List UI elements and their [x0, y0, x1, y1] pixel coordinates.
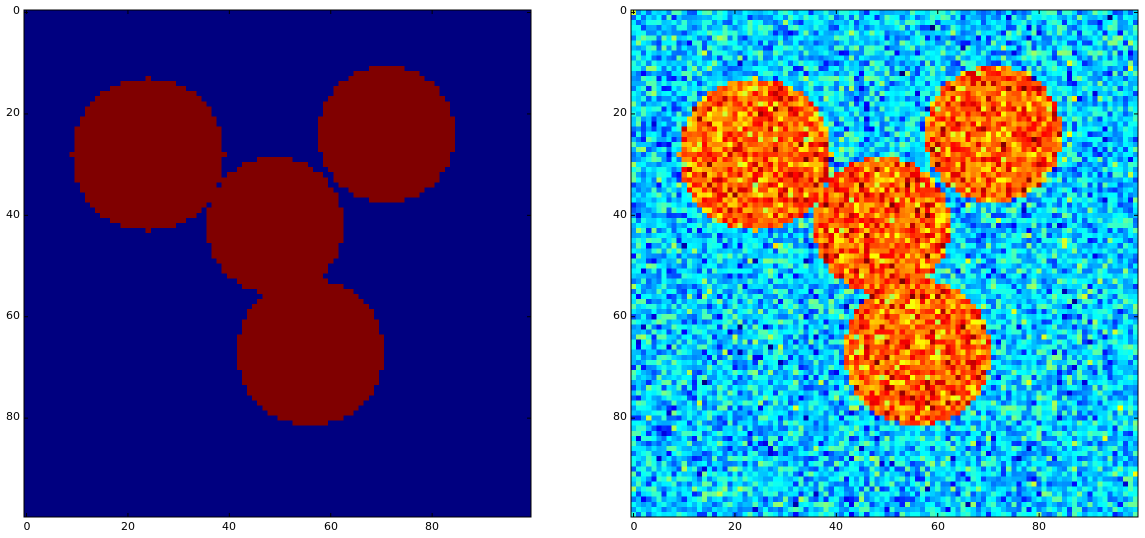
left-xtick-label-40: 40	[222, 520, 236, 533]
right-axes-frame	[630, 9, 1139, 518]
right-ytick-label-40: 40	[613, 208, 627, 221]
right-axes: 0 20 40 60 80 0 20 40 60 80	[613, 4, 1139, 533]
left-axes: 0 20 40 60 80 0 20 40 60 80	[6, 4, 532, 533]
mask-heatmap	[24, 10, 531, 517]
right-ytick-label-80: 80	[613, 410, 627, 423]
noisy-heatmap	[631, 10, 1138, 517]
right-ticks	[631, 10, 1138, 517]
left-ticks	[24, 10, 531, 517]
right-ytick-label-60: 60	[613, 309, 627, 322]
right-tick-labels: 0 20 40 60 80 0 20 40 60 80	[613, 4, 1046, 533]
right-ytick-label-20: 20	[613, 106, 627, 119]
left-ytick-label-80: 80	[6, 410, 20, 423]
right-xtick-label-80: 80	[1032, 520, 1046, 533]
left-xtick-label-20: 20	[121, 520, 135, 533]
left-ytick-label-40: 40	[6, 208, 20, 221]
left-ytick-label-60: 60	[6, 309, 20, 322]
noisy-image	[631, 10, 1138, 517]
left-xtick-label-80: 80	[425, 520, 439, 533]
left-axes-frame	[23, 9, 532, 518]
right-xtick-label-60: 60	[931, 520, 945, 533]
right-xtick-label-40: 40	[829, 520, 843, 533]
mask-image	[24, 10, 531, 517]
left-ytick-label-0: 0	[13, 4, 20, 17]
right-xtick-label-0: 0	[631, 520, 638, 533]
right-ytick-label-0: 0	[620, 4, 627, 17]
left-xtick-label-60: 60	[324, 520, 338, 533]
left-xtick-label-0: 0	[24, 520, 31, 533]
left-ytick-label-20: 20	[6, 106, 20, 119]
right-xtick-label-20: 20	[728, 520, 742, 533]
left-tick-labels: 0 20 40 60 80 0 20 40 60 80	[6, 4, 439, 533]
